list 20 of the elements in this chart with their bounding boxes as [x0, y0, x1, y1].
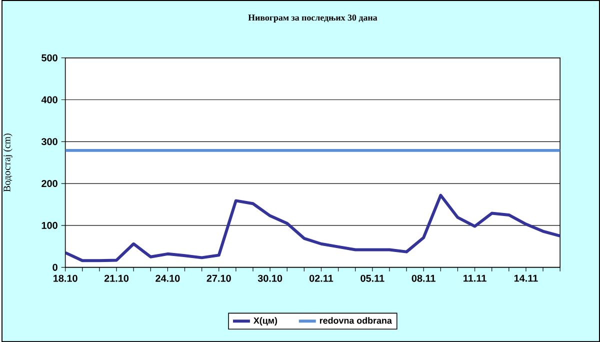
y-tick-label: 100: [42, 222, 58, 229]
y-tick-label: 300: [41, 138, 58, 146]
legend-label: X(цм): [254, 317, 278, 326]
x-tick-label: 02.11: [309, 274, 334, 282]
chart-title: Нивограм за последњих 30 дана: [248, 14, 378, 22]
x-tick-label: 08.11: [412, 274, 436, 282]
y-axis-title: Водостај (cm): [3, 134, 12, 192]
legend-label: redovna odbrana: [320, 317, 392, 324]
y-tick-label: 0: [52, 264, 58, 271]
x-tick-label: 14.11: [514, 274, 538, 282]
x-tick-label: 18.10: [54, 274, 78, 282]
y-tick-label: 400: [41, 96, 58, 104]
x-tick-label: 21.10: [104, 274, 129, 282]
x-tick-label: 05.11: [360, 274, 384, 282]
x-tick-label: 11.11: [464, 274, 486, 282]
y-tick-label: 200: [42, 180, 58, 187]
x-tick-label: 27.10: [206, 274, 231, 282]
y-tick-label: 500: [42, 54, 58, 62]
x-tick-label: 24.10: [156, 274, 180, 282]
x-tick-label: 30.10: [258, 274, 282, 282]
